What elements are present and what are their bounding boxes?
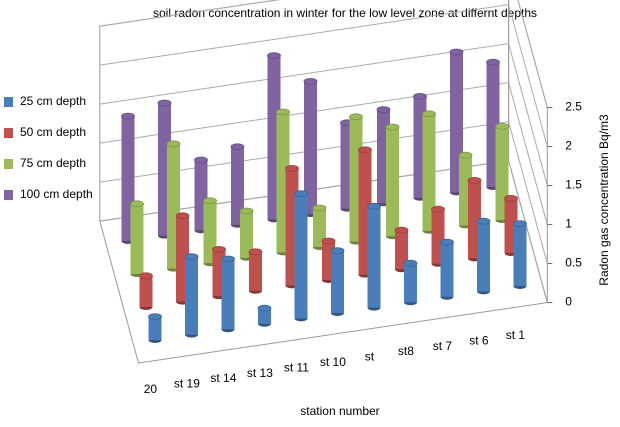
legend-swatch [4,190,13,200]
bar-cap [403,259,418,267]
x-tick-label: st 11 [284,360,309,374]
legend-label: 25 cm depth [20,94,86,108]
bar-cap [440,238,454,246]
bar-cap [312,204,327,212]
legend-swatch [4,128,13,138]
bar [240,211,253,258]
bar [395,230,408,270]
y-tick-label: 1.5 [565,178,582,192]
bar [367,206,381,308]
bar-cap [349,113,363,121]
x-tick-label: st 13 [247,366,273,380]
bar-cap [504,194,518,202]
x-tick-label: st 10 [320,355,346,369]
x-tick-label: st 19 [174,377,200,391]
y-axis-label: Radon gas concentration Bq/m3 [597,114,611,286]
bar-cap [486,58,500,66]
x-tick-label: st 7 [433,339,453,353]
bar [139,275,153,307]
bar-cap [139,272,153,280]
bar-cap [294,190,308,198]
legend-label: 100 cm depth [20,187,93,201]
bar-cap [130,200,144,208]
bar-cap [221,255,235,263]
bar [231,146,244,225]
bar-cap [422,110,436,118]
bar [404,263,417,303]
bar-cap [330,247,345,255]
x-tick-label: st8 [398,344,414,358]
grid-line [99,82,548,225]
bar [249,251,262,291]
bar-cap [394,226,409,234]
bar-cap [321,237,336,245]
bar-cap [121,112,135,120]
grid-line [99,43,548,186]
bar-cap [449,48,464,56]
bar-cap [239,207,254,215]
bar [440,242,454,297]
bar-cap [495,123,509,130]
bar-cap [476,217,491,225]
bar [148,316,162,340]
x-tick-label: st 1 [506,328,526,342]
bar [331,250,344,313]
bar-cap [203,197,217,205]
bar-cap [367,202,381,210]
bar [477,221,490,292]
bar-cap [285,164,299,172]
legend-label: 50 cm depth [20,125,86,139]
bar-cap [303,78,318,85]
bar-cap [413,93,427,100]
legend-swatch [4,97,13,107]
bar-cap [513,220,527,228]
bar-cap [385,123,400,131]
x-axis-label: station number [300,404,379,418]
bar-cap [467,176,482,184]
bar-cap [194,156,208,164]
y-tick-label: 1 [565,217,572,231]
bar [513,223,527,286]
chart-title: soil radon concentration in winter for t… [153,6,537,20]
bar-cap [230,143,245,151]
bar-cap [276,108,290,116]
bar-cap [458,151,473,159]
legend-swatch [4,159,13,169]
bar-cap [248,248,263,256]
bar [386,127,399,237]
y-tick-label: 2 [565,139,572,153]
bar-cap [358,146,372,154]
x-tick-label: st 14 [210,371,236,385]
bar-cap [157,99,172,107]
bar-cap [257,304,272,312]
grid-line [99,4,548,147]
bar [185,256,198,335]
bar-cap [184,253,199,261]
bar-cap [148,313,162,321]
bar-cap [212,245,226,253]
y-tick-label: 0.5 [565,256,582,270]
grid-line [99,0,548,108]
x-tick-label: st 6 [469,333,489,347]
bar [221,259,235,330]
bar-cap [376,106,391,113]
bar [294,193,308,319]
y-tick-label: 0 [565,295,572,309]
x-tick-label: 20 [144,382,158,396]
bar [313,208,326,247]
bar-cap [267,52,281,59]
x-tick-label: st [365,350,375,364]
bar [130,203,144,274]
bar [258,308,271,324]
legend-label: 75 cm depth [20,156,86,170]
bar-cap [166,140,181,148]
bar-cap [431,205,445,213]
bar [304,81,317,215]
bar-cap [175,212,190,220]
bar [422,113,436,231]
y-tick-label: 2.5 [565,100,582,114]
